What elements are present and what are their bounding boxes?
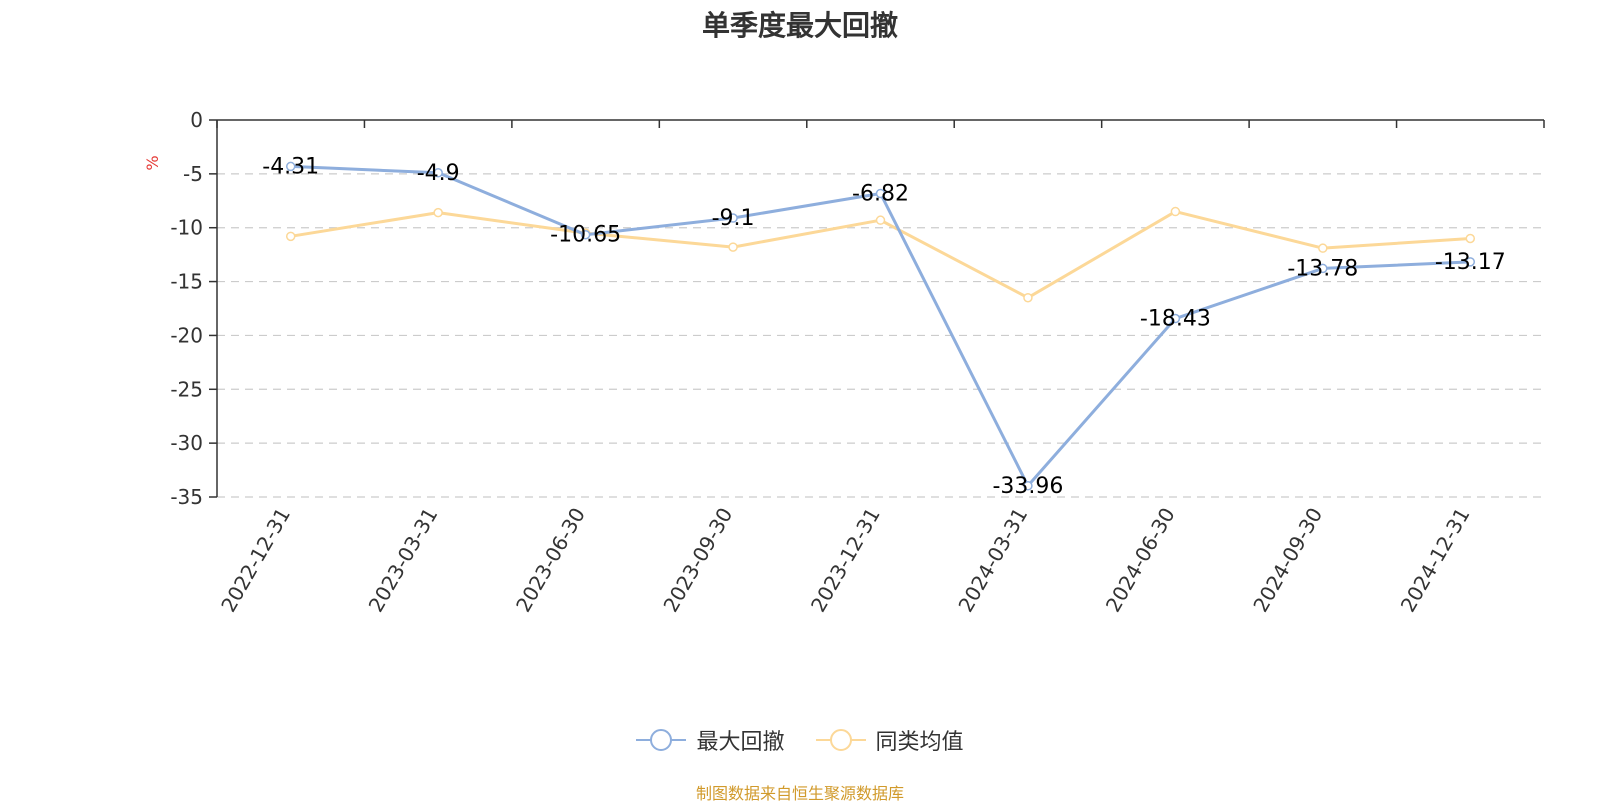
y-tick-label: -25 [170, 377, 203, 401]
data-point-series-2 [1023, 292, 1033, 303]
x-tick-label: 2022-12-31 [216, 504, 295, 617]
x-tick-label: 2024-12-31 [1396, 504, 1475, 617]
data-point-series-2 [1318, 243, 1328, 253]
data-point-series-2 [1170, 206, 1181, 217]
grid-lines [217, 173, 1544, 498]
data-point-series-1 [728, 213, 738, 223]
x-tick-label: 2023-03-31 [364, 503, 443, 616]
legend-item-series-2[interactable]: 同类均值 [815, 724, 964, 756]
data-label: -18.43 [1140, 307, 1211, 332]
data-point-series-1 [1318, 263, 1328, 274]
data-label: -13.17 [1435, 250, 1506, 275]
y-tick-label: -30 [170, 431, 203, 455]
legend-label-series-2: 同类均值 [875, 730, 964, 755]
data-label: -33.96 [992, 474, 1063, 499]
data-point-series-1 [1170, 313, 1181, 324]
chart-title: 单季度最大回撤 [701, 9, 898, 42]
y-tick-label: -35 [170, 485, 203, 509]
legend-label-series-1: 最大回撤 [696, 730, 785, 755]
data-label: -10.65 [550, 223, 621, 248]
data-point-series-1 [433, 168, 443, 178]
x-tick-label: 2023-09-30 [658, 504, 737, 617]
data-point-series-1 [1465, 257, 1476, 267]
axes: 0 -5 -10 -15 -20 -25 -30 -35 2022-12-31 2023-03-3… [143, 108, 1545, 617]
data-point-series-2 [728, 242, 738, 252]
data-label: -6.82 [852, 181, 909, 206]
legend-marker-series-1-icon [636, 729, 687, 751]
data-point-series-2 [285, 231, 296, 242]
source-note: 制图数据来自恒生聚源数据库 [695, 784, 904, 803]
data-point-series-1 [875, 188, 886, 199]
x-tick-label: 2024-06-30 [1101, 504, 1180, 617]
y-tick-label: -10 [170, 216, 203, 240]
data-point-series-1 [285, 161, 296, 172]
data-point-series-2 [1465, 233, 1476, 244]
x-tick-label: 2023-06-30 [511, 504, 590, 617]
y-tick-label: 0 [190, 108, 203, 132]
legend: 最大回撤 同类均值 [0, 724, 1600, 758]
y-tick-label: -5 [183, 162, 203, 186]
legend-marker-series-2-icon [815, 729, 866, 751]
x-tick-label: 2024-09-30 [1248, 504, 1327, 617]
data-labels: -4.31 -4.9 -10.65 -9.1 -6.82 -33.96 -18.43 -13.… [262, 154, 1505, 498]
y-tick-label: -15 [170, 270, 203, 294]
data-point-series-2 [433, 207, 443, 218]
data-point-series-1 [580, 229, 591, 240]
data-point-series-2 [875, 215, 886, 225]
data-label: -4.9 [417, 161, 460, 186]
x-tick-label: 2023-12-31 [806, 504, 885, 617]
x-tick-label: 2024-03-31 [953, 504, 1032, 617]
data-label: -9.1 [712, 206, 755, 231]
y-axis-unit: % [143, 155, 162, 170]
data-label: -4.31 [262, 154, 319, 179]
y-tick-label: -20 [170, 323, 203, 347]
series-lines [285, 161, 1476, 491]
data-label: -13.78 [1287, 256, 1358, 281]
data-point-series-1 [1023, 481, 1033, 491]
series-line-1 [290, 164, 1471, 488]
legend-item-series-1[interactable]: 最大回撤 [636, 724, 785, 756]
